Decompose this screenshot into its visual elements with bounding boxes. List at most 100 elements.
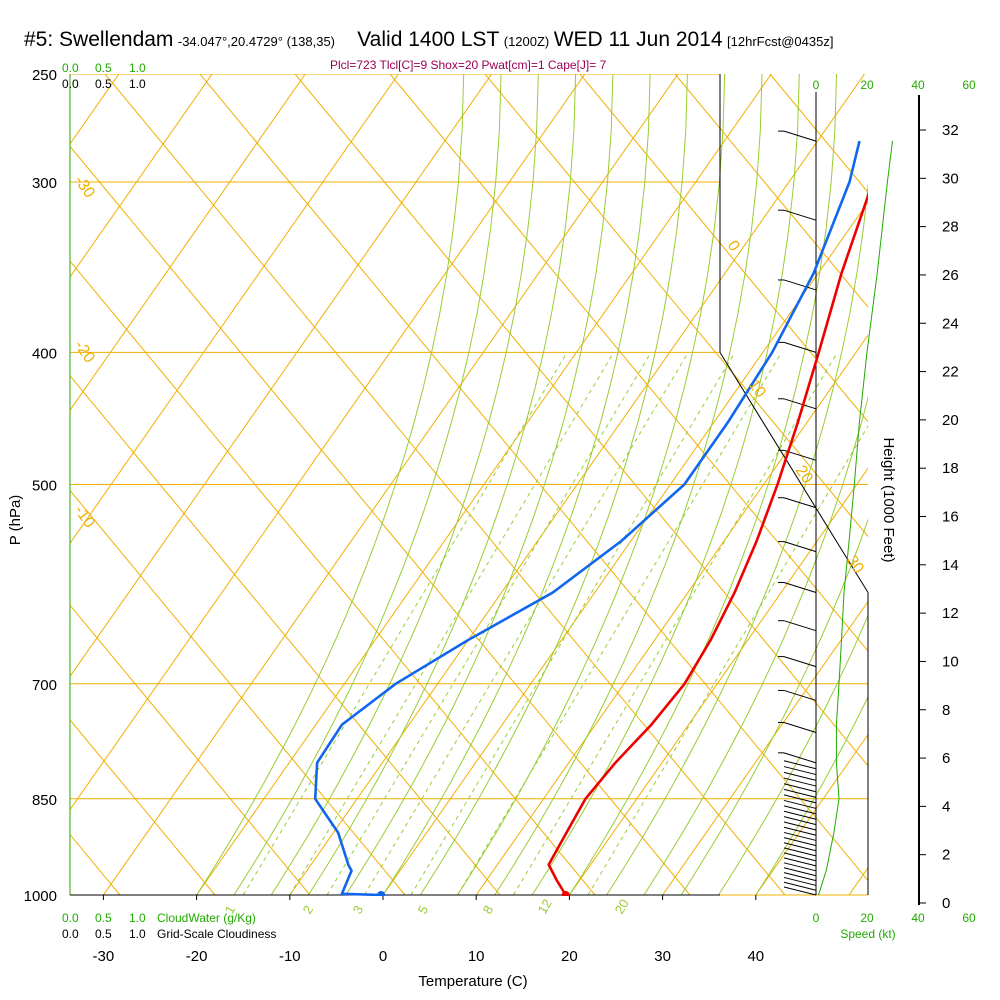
temp-tick-label: 30 (654, 948, 671, 965)
cloudwater-scale-label: 0.0 (62, 911, 79, 925)
wind-speed-tick-label: 40 (911, 911, 925, 925)
temp-tick-label: -30 (93, 948, 115, 965)
cloudwater-scale-label: 0.5 (95, 911, 112, 925)
wind-barb (783, 857, 817, 867)
wind-speed-tick-label: 40 (911, 78, 925, 92)
isotherm-line (568, 467, 868, 896)
wind-barb (783, 656, 817, 668)
moist-adiabat-line (382, 74, 651, 896)
adiabat-line (104, 74, 786, 896)
adiabat-line (199, 74, 868, 882)
moist-adiabat-line (345, 74, 614, 896)
mixing-ratio-line (410, 352, 736, 896)
temp-tick-label: 10 (468, 948, 485, 965)
height-tick-label: 6 (942, 750, 950, 767)
wind-barb (783, 816, 817, 826)
wind-barb (783, 847, 817, 857)
wind-barb (783, 794, 817, 804)
wind-barb (783, 805, 817, 815)
mixing-ratio-label: 2 (300, 903, 317, 917)
isotherm-label: -30 (71, 173, 98, 202)
cloudiness-label: Grid-Scale Cloudiness (157, 927, 276, 941)
height-tick-label: 16 (942, 509, 959, 526)
wind-barb (783, 620, 817, 632)
height-axis-label: Height (1000 Feet) (880, 437, 897, 562)
mixing-ratio-label: 20 (612, 896, 632, 916)
station-name: #5: Swellendam (24, 28, 174, 51)
moist-adiabat-line (196, 74, 465, 896)
adiabat-line (70, 260, 596, 896)
moist-adiabat-line (457, 74, 726, 896)
valid-date: WED 11 Jun 2014 (553, 28, 723, 51)
pressure-tick-label: 250 (32, 67, 57, 84)
wind-barb (783, 876, 817, 886)
wind-barb (783, 777, 817, 787)
height-tick-label: 30 (942, 170, 959, 187)
isotherm-label: 10 (745, 377, 769, 401)
forecast-info: [12hrFcst@0435z] (727, 34, 834, 49)
adiabat-line (70, 489, 406, 896)
wind-barb (783, 766, 817, 776)
height-tick-label: 10 (942, 653, 959, 670)
valid-zulu: (1200Z) (503, 34, 550, 49)
cloudwater-label: CloudWater (g/Kg) (157, 911, 256, 925)
moist-adiabat-line (680, 518, 868, 896)
height-tick-label: 32 (942, 122, 959, 139)
moist-adiabat-line (606, 181, 868, 896)
moist-adiabat-line (568, 74, 837, 896)
isotherm-label: 20 (792, 463, 816, 487)
height-tick-label: 0 (942, 895, 950, 912)
wind-barb (783, 886, 817, 896)
isotherm-line (70, 74, 493, 678)
wind-barb (783, 821, 817, 831)
mixing-ratio-line (242, 352, 568, 896)
wind-barb (783, 689, 817, 701)
pressure-tick-label: 400 (32, 345, 57, 362)
wind-barb (783, 872, 817, 882)
wind-barb (783, 881, 817, 891)
mixing-ratio-line (513, 352, 838, 896)
frame-boundary (719, 352, 869, 895)
mixing-ratio-line (363, 352, 689, 896)
isotherm-line (70, 74, 213, 278)
moist-adiabat-line (270, 74, 539, 896)
pressure-tick-label: 500 (32, 478, 57, 495)
height-tick-label: 12 (942, 605, 959, 622)
isotherm-line (70, 74, 399, 545)
mixing-ratio-line (587, 425, 868, 896)
height-tick-label: 22 (942, 364, 959, 381)
wind-barb (783, 341, 817, 353)
pressure-axis-label: P (hPa) (7, 495, 24, 546)
isotherm-line (755, 733, 868, 896)
isotherm-line (0, 74, 26, 895)
mixing-ratio-line (326, 352, 652, 896)
isotherm-label: -20 (71, 338, 98, 367)
valid-time: Valid 1400 LST (357, 28, 500, 51)
mixing-ratio-label: 12 (535, 896, 555, 916)
wind-speed-tick-label: 60 (962, 78, 976, 92)
height-tick-label: 4 (942, 798, 950, 815)
wind-barb (783, 130, 817, 142)
temp-tick-label: 20 (561, 948, 578, 965)
wind-speed-tick-label: 20 (860, 911, 874, 925)
cloudiness-scale-label: 0.5 (95, 927, 112, 941)
wind-barb (783, 541, 817, 553)
cloudiness-scale-label: 1.0 (129, 77, 146, 91)
surface-point-temperature (561, 891, 570, 896)
mixing-ratio-line (457, 352, 782, 896)
pressure-tick-label: 300 (32, 175, 57, 192)
wind-barb (783, 497, 817, 509)
wind-speed-tick-label: 60 (962, 911, 976, 925)
temp-axis-label: Temperature (C) (418, 973, 527, 990)
height-tick-label: 18 (942, 460, 959, 477)
wind-barb (783, 752, 817, 764)
height-tick-label: 14 (942, 557, 959, 574)
cloudiness-scale-label: 0.5 (95, 77, 112, 91)
isotherm-line (289, 74, 865, 896)
mixing-ratio-label: 8 (480, 903, 497, 917)
wind-barb (783, 810, 817, 820)
adiabat-line (70, 375, 501, 896)
wind-barb (783, 771, 817, 781)
isotherm-line (662, 600, 868, 896)
